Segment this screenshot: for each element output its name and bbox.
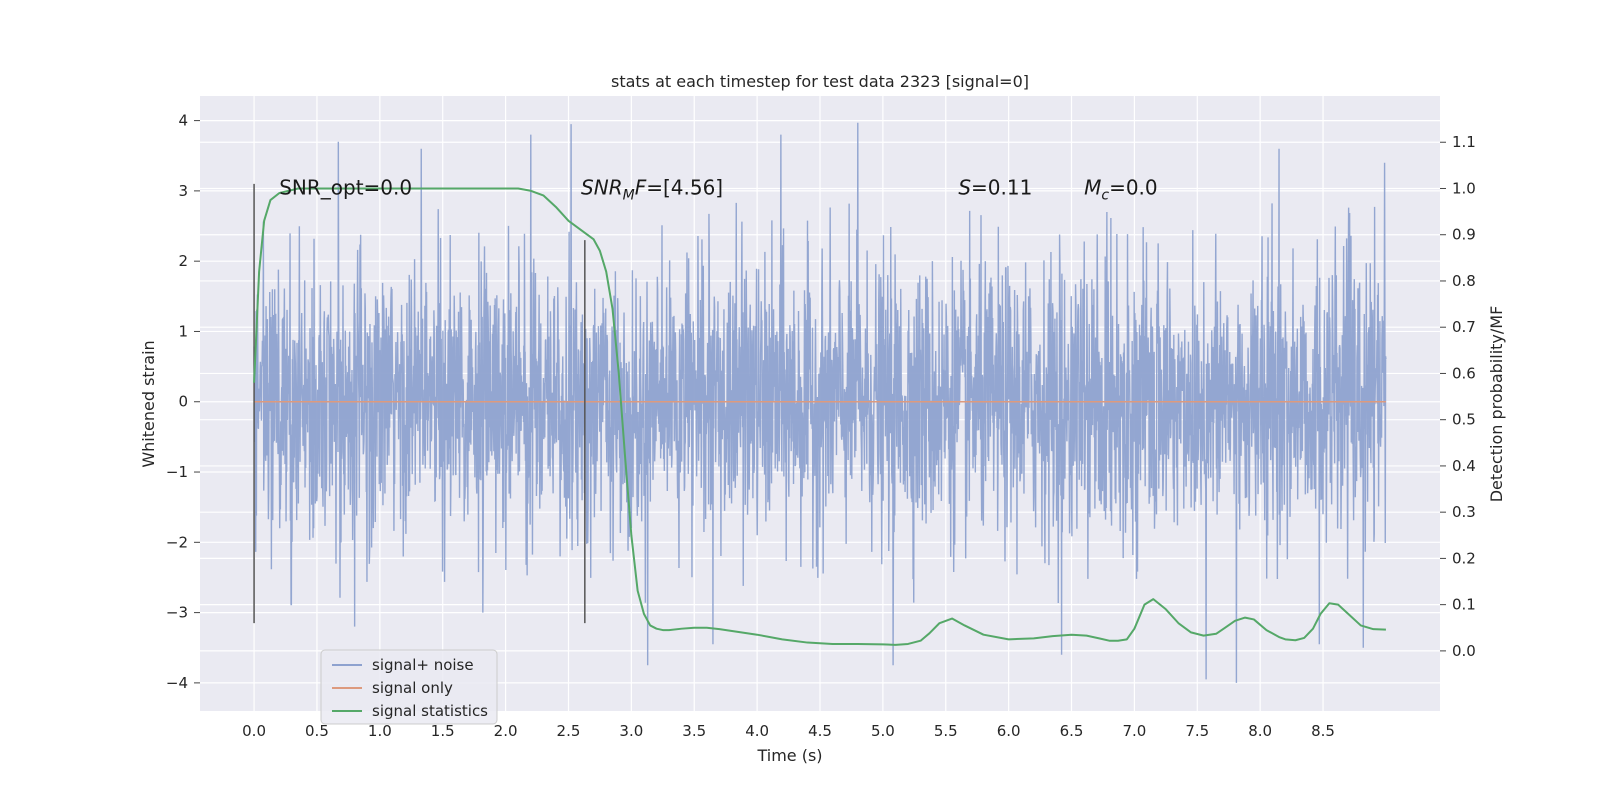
x-tick-label: 8.5 [1311,722,1335,740]
y-right-tick-label: 1.0 [1452,179,1476,197]
annotation-math: S [958,175,971,199]
annotation-text: SNRMF=[4.56] [581,175,723,203]
y-left-tick-label: 4 [178,112,188,130]
annotation-math: SNR [581,175,623,199]
y-left-tick-label: 1 [178,322,188,340]
y-right-tick-label: 0.0 [1452,642,1476,660]
y-right-tick-label: 0.7 [1452,318,1476,336]
y-left-tick-label: −1 [166,463,188,481]
x-tick-label: 5.0 [871,722,895,740]
x-tick-label: 7.5 [1185,722,1209,740]
y-right-tick-label: 0.1 [1452,596,1476,614]
y-left-tick-label: −4 [166,674,188,692]
x-tick-label: 3.0 [619,722,643,740]
signal-statistics-line [253,187,1386,646]
y-left-tick-label: 3 [178,182,188,200]
legend-entry: signal+ noise [372,656,474,674]
annotation-text: SNR_opt=0.0 [279,175,412,199]
y-left-tick-label: 0 [178,393,188,411]
x-tick-label: 2.0 [494,722,518,740]
x-tick-label: 7.0 [1122,722,1146,740]
annotation-text: Mc=0.0 [1084,175,1158,203]
signal-statistics-series [253,187,1386,646]
annotations: SNR_opt=0.0 SNRMF=[4.56] S=0.11 Mc=0.0 [279,175,1157,203]
x-tick-label: 8.0 [1248,722,1272,740]
annotation-subscript: M [623,187,635,203]
y-right-tick-label: 1.1 [1452,133,1476,151]
x-tick-label: 3.5 [682,722,706,740]
annotation-math: M [1084,175,1101,199]
annotation-subscript: c [1101,187,1109,203]
y-right-tick-label: 0.9 [1452,226,1476,244]
x-tick-label: 6.0 [997,722,1021,740]
annotation-text: S=0.11 [958,175,1032,199]
x-tick-label: 4.0 [745,722,769,740]
y-right-tick-label: 0.2 [1452,549,1476,567]
x-tick-label: 0.0 [242,722,266,740]
legend-box [320,649,498,725]
annotation-value: =0.11 [971,175,1032,199]
x-tick-labels: 0.0 0.5 1.0 1.5 2.0 2.5 3.0 3.5 4.0 4.5 5.0 5.5 6.0 6… [242,722,1335,740]
x-tick-label: 0.5 [305,722,329,740]
y-right-tick-label: 0.4 [1452,457,1476,475]
annotation-value: =[4.56] [646,175,723,199]
x-tick-label: 1.5 [431,722,455,740]
legend-entry: signal only [372,679,453,697]
y-left-tick-label: −2 [166,533,188,551]
x-axis-label: Time (s) [756,746,822,765]
legend: signal+ noise signal only signal statistic… [320,649,498,725]
annotation-math: F [635,175,647,199]
x-tick-label: 4.5 [808,722,832,740]
y-right-tick-label: 0.8 [1452,272,1476,290]
y-right-tick-label: 0.6 [1452,364,1476,382]
y-left-tick-label: 2 [178,252,188,270]
y-left-tick-label: −3 [166,604,188,622]
x-tick-label: 6.5 [1060,722,1084,740]
y-left-axis-label: Whitened strain [139,340,158,467]
plot-content [253,122,1387,683]
y-right-tick-label: 0.5 [1452,411,1476,429]
y-right-axis-label: Detection probability/MF [1487,306,1506,503]
legend-entry: signal statistics [372,702,488,720]
annotation-value: =0.0 [1109,175,1158,199]
y-right-tick-labels: 0.0 0.1 0.2 0.3 0.4 0.5 0.6 0.7 0.8 0.9 1.0 1.1 [1440,133,1476,660]
x-tick-label: 1.0 [368,722,392,740]
y-right-tick-label: 0.3 [1452,503,1476,521]
y-left-tick-labels: −4 −3 −2 −1 0 1 2 3 4 [166,112,200,692]
chart-title: stats at each timestep for test data 232… [611,72,1029,91]
marker-lines [253,183,586,624]
x-tick-label: 5.5 [934,722,958,740]
x-tick-label: 2.5 [557,722,581,740]
